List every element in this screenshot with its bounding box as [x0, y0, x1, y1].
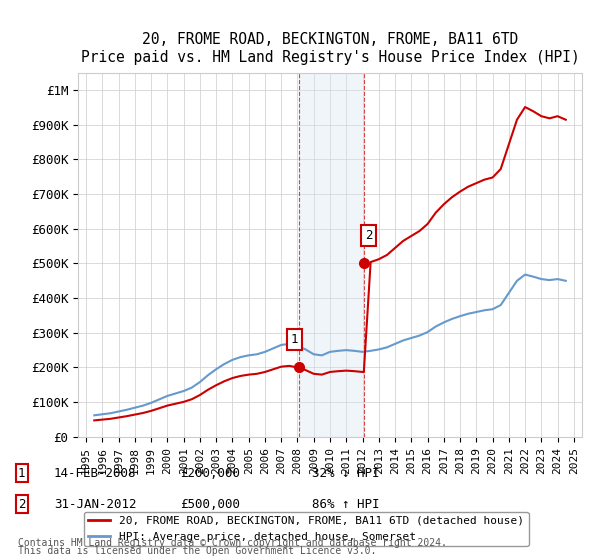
Text: Contains HM Land Registry data © Crown copyright and database right 2024.: Contains HM Land Registry data © Crown c…	[18, 538, 447, 548]
Text: 2: 2	[18, 497, 25, 511]
Text: 2: 2	[365, 229, 373, 242]
Text: 86% ↑ HPI: 86% ↑ HPI	[312, 497, 380, 511]
Legend: 20, FROME ROAD, BECKINGTON, FROME, BA11 6TD (detached house), HPI: Average price: 20, FROME ROAD, BECKINGTON, FROME, BA11 …	[83, 511, 529, 546]
Text: 1: 1	[18, 466, 25, 480]
Text: This data is licensed under the Open Government Licence v3.0.: This data is licensed under the Open Gov…	[18, 547, 376, 557]
Text: £200,000: £200,000	[180, 466, 240, 480]
Bar	[299, 73, 364, 437]
Text: 31-JAN-2012: 31-JAN-2012	[54, 497, 137, 511]
Text: 1: 1	[291, 333, 298, 346]
Text: 14-FEB-2008: 14-FEB-2008	[54, 466, 137, 480]
Text: 32% ↓ HPI: 32% ↓ HPI	[312, 466, 380, 480]
Title: 20, FROME ROAD, BECKINGTON, FROME, BA11 6TD
Price paid vs. HM Land Registry's Ho: 20, FROME ROAD, BECKINGTON, FROME, BA11 …	[80, 32, 580, 65]
Text: £500,000: £500,000	[180, 497, 240, 511]
